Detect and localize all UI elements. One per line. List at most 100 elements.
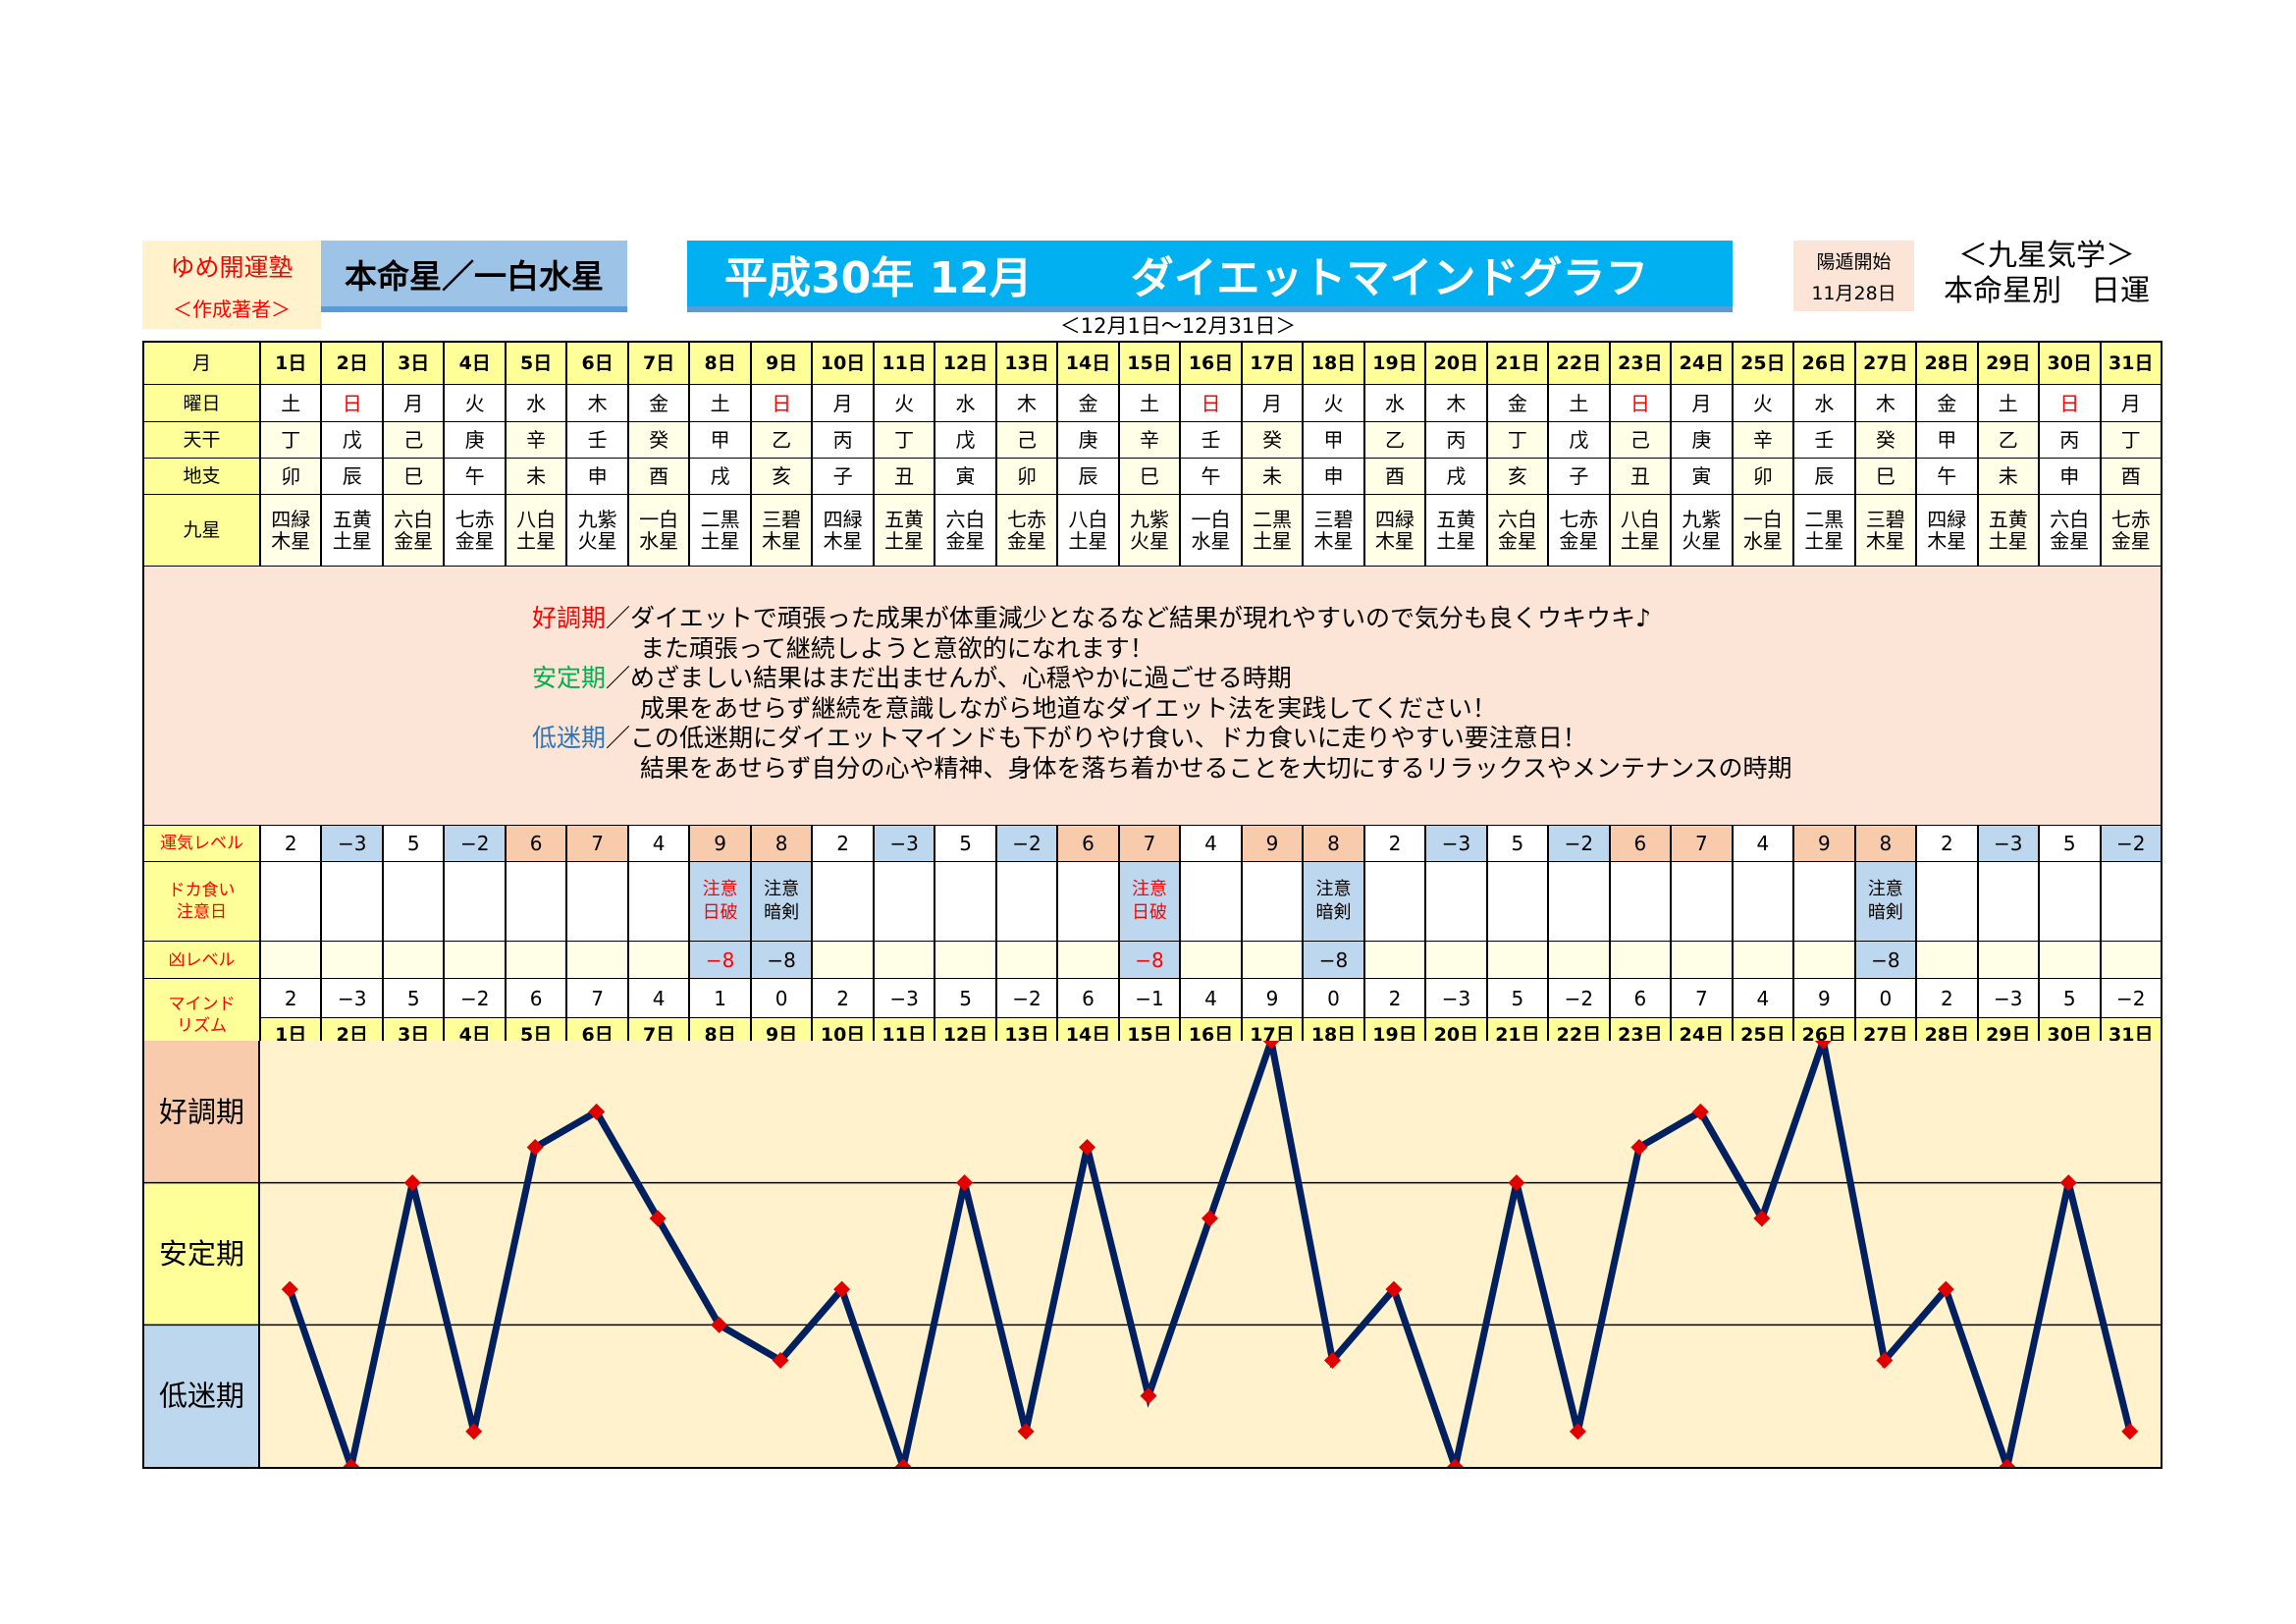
chishi-cell: 子 [813,459,873,494]
data-point [833,1280,851,1298]
unki-cell: 9 [690,826,750,861]
weekday-cell: 土 [1119,385,1180,421]
kyusei-cell: 三碧木星 [751,495,812,566]
doka-cell [1549,862,1609,941]
kyusei-cell: 四緑木星 [1364,495,1425,566]
kyusei-cell-text: 五黄土星 [332,508,372,553]
weekday-cell: 金 [1487,385,1548,421]
kyusei-cell-text: 一白水星 [1191,508,1231,553]
doka-cell [1672,862,1732,941]
day-header: 15日 [1119,343,1180,384]
unki-cell: 8 [751,826,812,861]
doka-cell-text: 注意日破 [1132,879,1167,923]
doka-cell [1917,862,1977,941]
tenkan-cell: 戊 [322,422,382,458]
day-header: 31日 [2101,343,2161,384]
kyo-cell [1058,942,1118,978]
chishi-cell: 巳 [1119,459,1180,494]
mind-cell: −2 [1549,979,1609,1017]
kyusei-cell-text: 三碧木星 [1865,508,1905,553]
author-box: ゆめ開運塾 ＜作成著者＞ [142,241,321,329]
chishi-cell: 卯 [1733,459,1793,494]
kyusei-cell: 二黒土星 [690,495,750,566]
mind-cell: 6 [506,979,566,1017]
mind-cell: −3 [322,979,382,1017]
date-range: ＜12月1日～12月31日＞ [1059,314,1297,338]
day-header: 12日 [935,343,995,384]
kyo-cell [874,942,934,978]
doka-cell [935,862,995,941]
kyusei-cell: 九紫火星 [1672,495,1732,566]
tenkan-cell: 癸 [628,422,689,458]
kyusei-cell-text: 四緑木星 [823,508,863,553]
kyusei-cell: 六白金星 [2040,495,2100,566]
mind-cell: 5 [2040,979,2100,1017]
day-header: 28日 [1917,343,1977,384]
kyusei-cell-text: 七赤金星 [1007,508,1047,553]
plot-background [259,1041,2161,1467]
kyusei-cell-text: 九紫火星 [1682,508,1722,553]
day-header: 30日 [2040,343,2100,384]
unki-cell: 4 [1181,826,1241,861]
unki-cell: −3 [1978,826,2039,861]
data-point [403,1174,421,1192]
chishi-cell: 卯 [996,459,1057,494]
chishi-cell: 辰 [1058,459,1118,494]
day-header: 16日 [1181,343,1241,384]
unki-cell: 7 [1119,826,1180,861]
description-line: 安定期／めざましい結果はまだ出ませんが、心穏やかに過ごせる時期 [532,664,2161,694]
unki-cell: 9 [1794,826,1854,861]
kyusei-cell-text: 六白金星 [1497,508,1537,553]
kyusei-cell-text: 六白金星 [2050,508,2090,553]
tenkan-cell: 丁 [874,422,934,458]
chishi-cell: 戌 [690,459,750,494]
day-header: 20日 [1426,343,1486,384]
weekday-cell: 土 [1549,385,1609,421]
weekday-cell: 日 [322,385,382,421]
doka-cell [506,862,566,941]
mind-cell: 2 [813,979,873,1017]
chishi-cell: 子 [1549,459,1609,494]
weekday-cell: 月 [1242,385,1303,421]
kyusei-cell-text: 三碧木星 [1313,508,1354,553]
doka-cell-text: 注意暗剣 [764,879,800,923]
unki-cell: 2 [1917,826,1977,861]
kyusei-cell: 五黄土星 [1426,495,1486,566]
mind-cell: 9 [1794,979,1854,1017]
doka-cell [628,862,689,941]
doka-cell-text: 注意暗剣 [1867,879,1903,923]
weekday-cell: 水 [1364,385,1425,421]
kyusei-cell-text: 七赤金星 [454,508,495,553]
weekday-cell: 土 [690,385,750,421]
kyusei-cell: 七赤金星 [1549,495,1609,566]
row-label-kyusei: 九星 [144,495,259,566]
kyo-cell [322,942,382,978]
kyo-cell [261,942,321,978]
row-label-doka: ドカ食い注意日 [144,862,259,941]
kyusei-cell-text: 四緑木星 [1927,508,1967,553]
row-label-unki: 運気レベル [144,826,259,861]
data-point [1385,1280,1403,1298]
kyusei-cell: 五黄土星 [322,495,382,566]
kyusei-cell-text: 七赤金星 [1559,508,1599,553]
honmei-star: 本命星／一白水星 [321,241,627,312]
tenkan-cell: 丙 [1426,422,1486,458]
unki-cell: 2 [261,826,321,861]
chishi-cell: 辰 [1794,459,1854,494]
kyo-cell: −8 [690,942,750,978]
data-point [465,1423,483,1440]
unki-cell: 5 [935,826,995,861]
doka-cell [1487,862,1548,941]
unki-cell: −2 [1549,826,1609,861]
tenkan-cell: 丙 [813,422,873,458]
period-name: 低迷期 [532,724,607,752]
chishi-cell: 未 [1242,459,1303,494]
mind-cell: 2 [1917,979,1977,1017]
period-description: 好調期／ダイエットで頑張った成果が体重減少となるなど結果が現れやすいので気分も良… [144,567,2161,825]
unki-cell: 6 [506,826,566,861]
mind-cell: 4 [1181,979,1241,1017]
day-header: 4日 [445,343,505,384]
chishi-cell: 酉 [1364,459,1425,494]
day-header: 24日 [1672,343,1732,384]
kyusei-cell: 二黒土星 [1794,495,1854,566]
